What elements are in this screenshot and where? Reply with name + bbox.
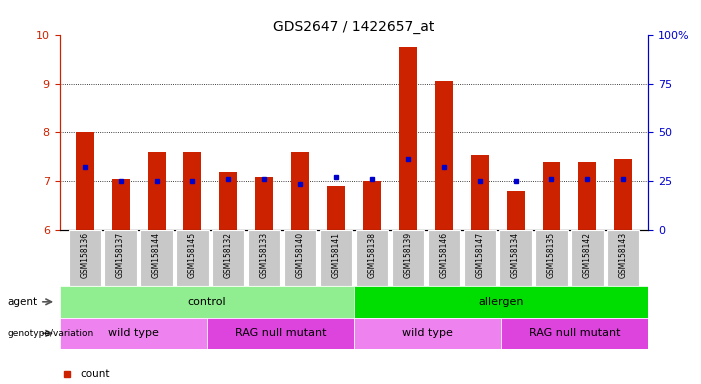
Text: control: control	[187, 297, 226, 307]
Text: allergen: allergen	[479, 297, 524, 307]
Bar	[543, 162, 561, 230]
Bar	[255, 177, 273, 230]
Bar	[60, 318, 207, 349]
Text: GSM158132: GSM158132	[224, 232, 233, 278]
Bar	[607, 230, 639, 286]
Bar	[354, 318, 501, 349]
Bar	[147, 152, 165, 230]
Text: GSM158134: GSM158134	[511, 232, 520, 278]
Text: genotype/variation: genotype/variation	[7, 329, 93, 338]
Text: GSM158136: GSM158136	[80, 232, 89, 278]
Bar	[219, 172, 238, 230]
Bar	[392, 230, 424, 286]
Bar	[470, 154, 489, 230]
Bar	[356, 230, 388, 286]
Bar	[501, 318, 648, 349]
Text: GSM158141: GSM158141	[332, 232, 341, 278]
Text: GSM158144: GSM158144	[152, 232, 161, 278]
Title: GDS2647 / 1422657_at: GDS2647 / 1422657_at	[273, 20, 435, 33]
Bar	[76, 132, 94, 230]
Bar	[176, 230, 209, 286]
Bar	[499, 230, 532, 286]
Bar	[320, 230, 352, 286]
Bar	[428, 230, 460, 286]
Text: agent: agent	[7, 297, 37, 307]
Bar	[536, 230, 568, 286]
Bar	[184, 152, 201, 230]
Text: wild type: wild type	[402, 328, 453, 338]
Text: GSM158137: GSM158137	[116, 232, 125, 278]
Text: GSM158138: GSM158138	[367, 232, 376, 278]
Bar	[69, 230, 101, 286]
Bar	[140, 230, 172, 286]
Text: GSM158146: GSM158146	[440, 232, 448, 278]
Bar	[212, 230, 245, 286]
Bar	[284, 230, 316, 286]
Bar	[507, 191, 524, 230]
Bar	[578, 162, 597, 230]
Bar	[354, 286, 648, 318]
Text: GSM158139: GSM158139	[403, 232, 412, 278]
Text: GSM158143: GSM158143	[619, 232, 628, 278]
Bar	[248, 230, 280, 286]
Bar	[463, 230, 496, 286]
Text: GSM158133: GSM158133	[260, 232, 268, 278]
Bar	[327, 186, 345, 230]
Text: GSM158140: GSM158140	[296, 232, 305, 278]
Bar	[614, 159, 632, 230]
Bar	[291, 152, 309, 230]
Text: count: count	[81, 369, 110, 379]
Text: RAG null mutant: RAG null mutant	[529, 328, 620, 338]
Bar	[435, 81, 453, 230]
Bar	[399, 47, 417, 230]
Bar	[207, 318, 354, 349]
Bar	[111, 179, 130, 230]
Bar	[60, 286, 354, 318]
Text: GSM158145: GSM158145	[188, 232, 197, 278]
Bar	[571, 230, 604, 286]
Bar	[363, 182, 381, 230]
Text: wild type: wild type	[108, 328, 158, 338]
Text: GSM158142: GSM158142	[583, 232, 592, 278]
Bar	[104, 230, 137, 286]
Text: RAG null mutant: RAG null mutant	[235, 328, 326, 338]
Text: GSM158135: GSM158135	[547, 232, 556, 278]
Text: GSM158147: GSM158147	[475, 232, 484, 278]
